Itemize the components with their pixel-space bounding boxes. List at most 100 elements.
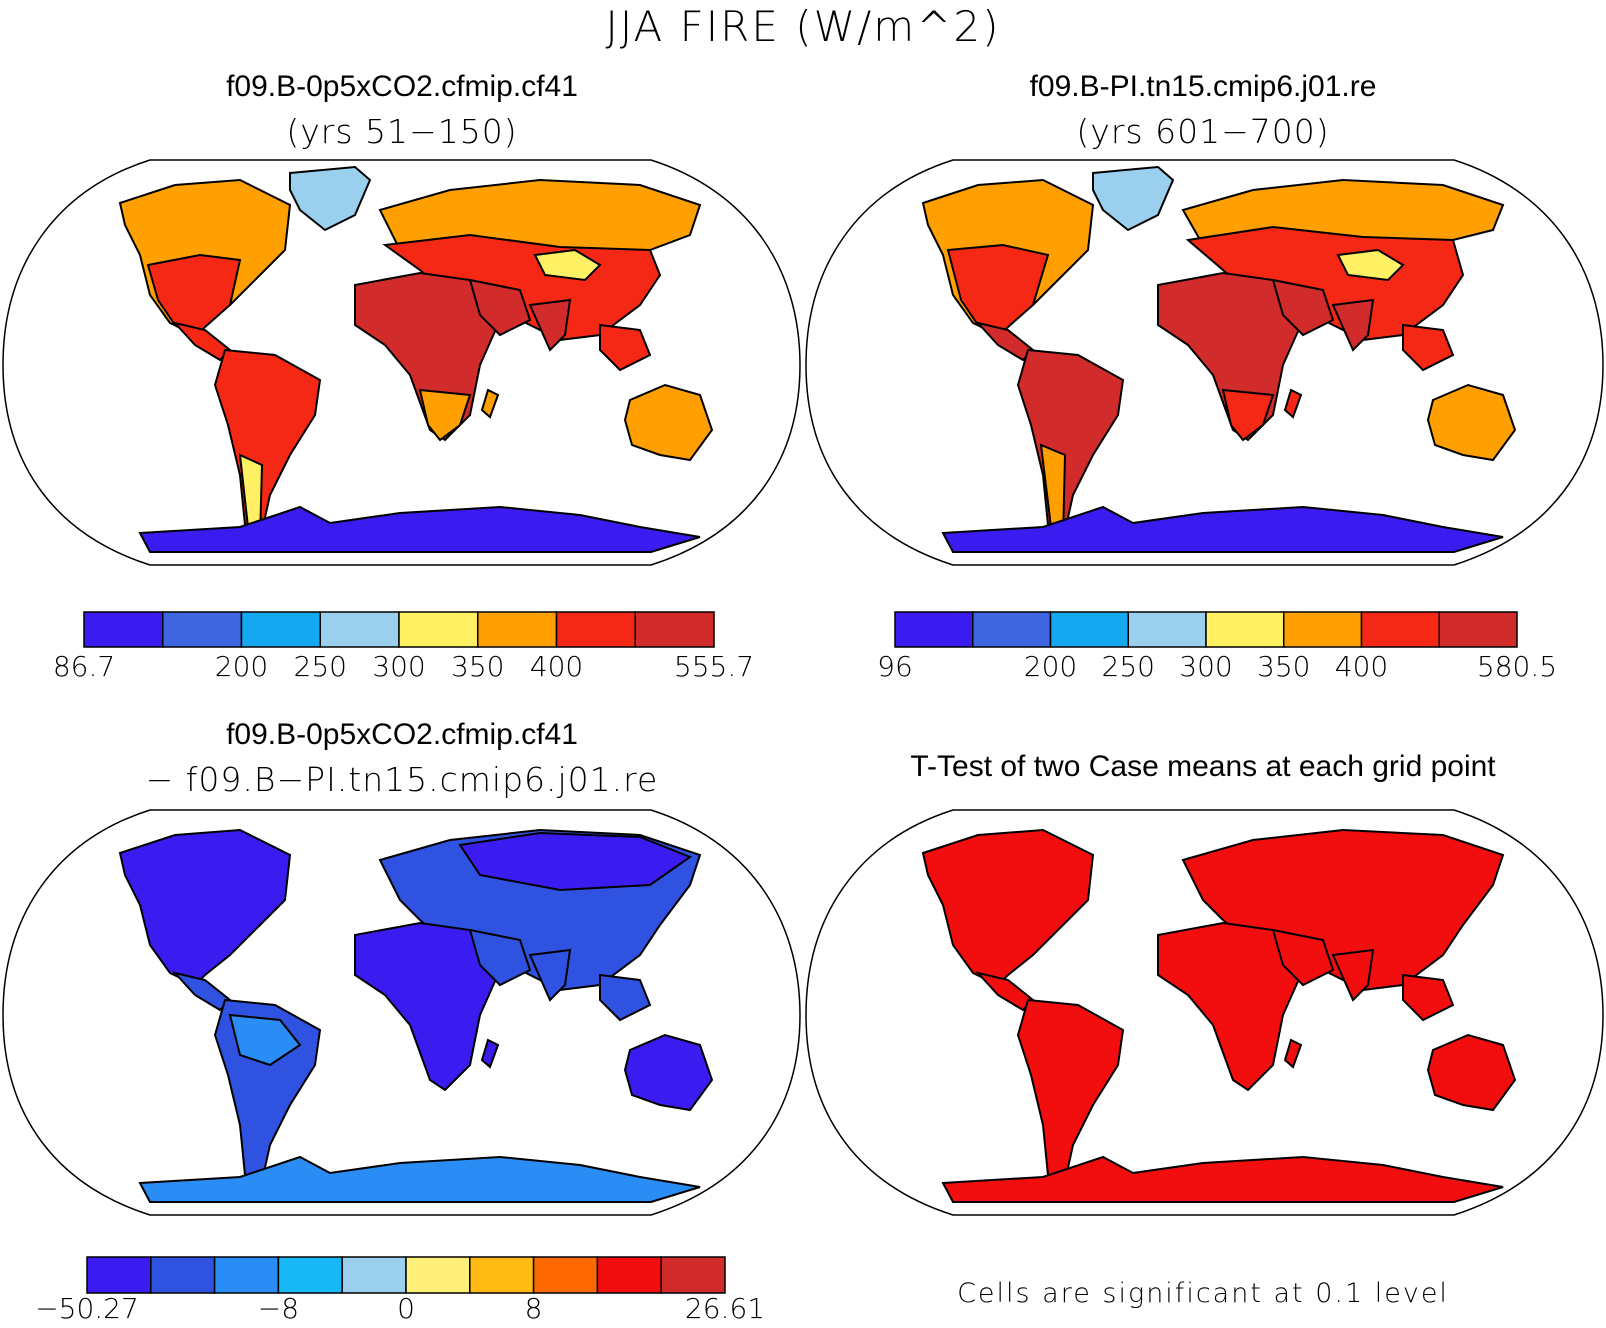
africa xyxy=(354,921,502,1092)
south-america-amazon xyxy=(228,1013,302,1067)
colorbar-swatch xyxy=(398,611,479,648)
australia xyxy=(623,383,714,462)
colorbar-label: 250 xyxy=(1101,650,1155,683)
colorbar-1-labels: 86.7 200 250 300 350 400 555.7 xyxy=(53,650,754,690)
north-america xyxy=(921,828,1095,987)
colorbar-swatch xyxy=(83,611,164,648)
colorbar-swatch xyxy=(477,611,558,648)
antarctica xyxy=(138,505,701,553)
colorbar-swatch xyxy=(277,1256,343,1294)
colorbar-swatch xyxy=(1283,611,1363,648)
colorbar-label: 350 xyxy=(451,650,505,683)
colorbar-swatch xyxy=(319,611,400,648)
colorbar-label: 0 xyxy=(397,1292,415,1325)
panel-1-title: f09.B-0p5xCO2.cfmip.cf41 xyxy=(226,70,578,103)
figure-title: JJA FIRE (W/m^2) xyxy=(605,2,1001,51)
colorbar-label: 96 xyxy=(877,650,913,683)
colorbar-2-labels: 96 200 250 300 350 400 580.5 xyxy=(877,650,1557,690)
colorbar-label: 350 xyxy=(1257,650,1311,683)
north-america-south xyxy=(146,253,242,339)
tibet xyxy=(533,248,602,282)
africa-south xyxy=(1221,388,1275,442)
colorbar-label: 580.5 xyxy=(1476,650,1558,683)
colorbar-swatch xyxy=(1360,611,1440,648)
north-america-south xyxy=(946,243,1050,339)
colorbar-swatch xyxy=(555,611,636,648)
colorbar-swatch xyxy=(894,611,974,648)
africa-south xyxy=(418,388,472,442)
greenland xyxy=(289,165,372,232)
colorbar-swatch xyxy=(532,1256,599,1294)
colorbar-label: 86.7 xyxy=(52,650,116,683)
colorbar-swatch xyxy=(213,1256,280,1294)
map-panel-2 xyxy=(805,159,1604,566)
continents xyxy=(118,828,714,1203)
map-panel-1 xyxy=(2,159,801,566)
india xyxy=(1331,948,1375,1002)
colorbar-label: 250 xyxy=(293,650,347,683)
colorbar-label: 555.7 xyxy=(673,650,755,683)
colorbar-swatch xyxy=(634,611,715,648)
south-america xyxy=(213,348,322,542)
colorbar-2 xyxy=(894,611,1518,648)
southeast-asia xyxy=(1402,323,1455,372)
colorbar-swatch xyxy=(1049,611,1129,648)
siberia xyxy=(458,831,693,892)
panel-3-subtitle: − f09.B−PI.tn15.cmip6.j01.re xyxy=(145,760,659,799)
colorbar-label: 400 xyxy=(1334,650,1389,683)
panel-2-subtitle: (yrs 601−700) xyxy=(1076,112,1330,151)
greenland xyxy=(1092,165,1175,232)
colorbar-swatch xyxy=(86,1256,152,1294)
significance-note: Cells are significant at 0.1 level xyxy=(957,1278,1449,1309)
antarctica xyxy=(941,1155,1504,1203)
arabia xyxy=(468,928,532,987)
india xyxy=(528,948,572,1002)
southeast-asia xyxy=(599,323,652,372)
colorbar-swatch xyxy=(469,1256,535,1294)
colorbar-label: 200 xyxy=(214,650,269,683)
south-america xyxy=(1016,998,1125,1192)
panel-3-title: f09.B-0p5xCO2.cfmip.cf41 xyxy=(226,718,578,751)
colorbar-swatch xyxy=(162,611,243,648)
panel-1-subtitle: (yrs 51−150) xyxy=(286,112,518,151)
colorbar-swatch xyxy=(596,1256,662,1294)
continents xyxy=(118,165,714,553)
colorbar-swatch xyxy=(341,1256,407,1294)
africa xyxy=(1157,921,1305,1092)
map-panel-4 xyxy=(805,809,1604,1216)
southeast-asia xyxy=(1402,973,1455,1022)
map-panel-3 xyxy=(2,809,801,1216)
panel-4-title: T-Test of two Case means at each grid po… xyxy=(910,750,1496,783)
australia xyxy=(1426,1033,1517,1112)
panel-2-title: f09.B-PI.tn15.cmip6.j01.re xyxy=(1029,70,1377,103)
india xyxy=(1331,298,1375,352)
colorbar-swatch xyxy=(405,1256,471,1294)
colorbar-swatch xyxy=(1438,611,1518,648)
antarctica xyxy=(941,505,1504,553)
continents xyxy=(921,165,1517,553)
australia xyxy=(623,1033,714,1112)
colorbar-swatch xyxy=(240,611,321,648)
colorbar-label: −8 xyxy=(257,1292,300,1325)
colorbar-1 xyxy=(83,611,715,648)
arabia xyxy=(1271,278,1335,337)
colorbar-3-labels: −50.27 −8 0 8 26.61 xyxy=(35,1292,765,1328)
colorbar-swatch xyxy=(660,1256,726,1294)
colorbar-label: 26.61 xyxy=(684,1292,766,1325)
colorbar-swatch xyxy=(972,611,1052,648)
arabia xyxy=(1271,928,1335,987)
north-america xyxy=(118,828,292,987)
madagascar xyxy=(1283,1038,1303,1069)
madagascar xyxy=(480,388,500,419)
colorbar-label: −50.27 xyxy=(35,1292,139,1325)
colorbar-label: 300 xyxy=(1179,650,1233,683)
colorbar-swatch xyxy=(150,1256,216,1294)
colorbar-label: 300 xyxy=(372,650,426,683)
south-america xyxy=(1016,348,1125,542)
madagascar xyxy=(1283,388,1303,419)
colorbar-3 xyxy=(86,1256,726,1294)
madagascar xyxy=(480,1038,500,1069)
colorbar-swatch xyxy=(1127,611,1207,648)
australia xyxy=(1426,383,1517,462)
india xyxy=(528,298,572,352)
